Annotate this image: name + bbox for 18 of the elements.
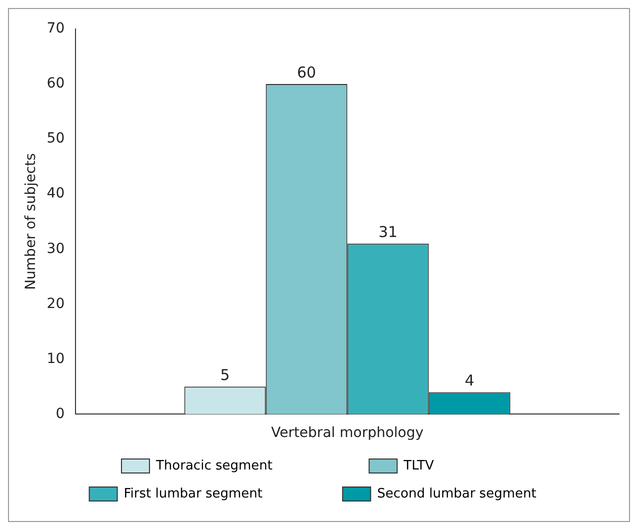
y-tick-label: 70 <box>46 20 65 37</box>
legend-label: TLTV <box>402 458 517 474</box>
legend-label: First lumbar segment <box>124 486 329 502</box>
y-axis-title: Number of subjects <box>23 153 40 290</box>
data-label: 5 <box>220 366 230 384</box>
y-tick-label: 10 <box>46 350 65 367</box>
y-tick-label: 30 <box>46 240 65 257</box>
data-label: 60 <box>297 63 316 82</box>
y-tick-label: 20 <box>46 296 65 312</box>
x-tick-label: Vertebral morphology <box>271 425 424 442</box>
y-tick-label: 60 <box>46 76 65 92</box>
data-label: 4 <box>464 372 474 390</box>
y-tick-label: 50 <box>46 130 65 147</box>
data-label: 31 <box>378 223 398 241</box>
y-tick-label: 40 <box>46 186 65 202</box>
legend-label: Thoracic segment <box>154 458 356 474</box>
legend-label: Second lumbar segment <box>377 486 549 502</box>
y-tick-label: 0 <box>56 406 65 422</box>
